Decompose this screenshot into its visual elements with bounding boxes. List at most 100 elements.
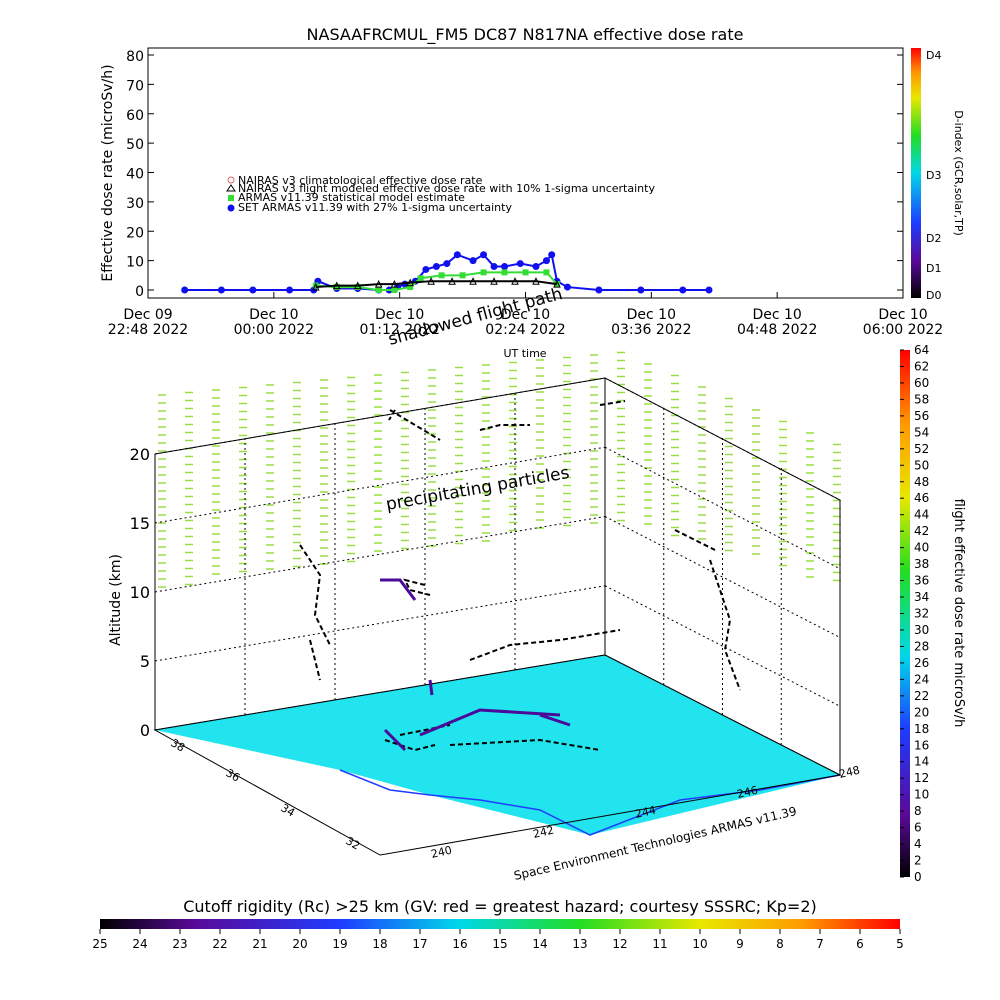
legend-marker-set-armas [227,204,235,212]
x-tick-label: 00:00 2022 [234,322,314,338]
legend-label-nairas-climatological: NAIRAS v3 climatological effective dose … [238,174,483,187]
dose-colorbar-tick-label: 64 [914,343,929,357]
rigidity-tick-label: 19 [332,937,347,951]
set-armas-point [563,283,571,291]
longitude-tick-label: 248 [838,764,861,781]
rigidity-tick-label: 12 [612,937,627,951]
dose-colorbar-ticks: 0246810121416182022242628303234363840424… [900,343,929,884]
x-tick-label: 01:12 2022 [359,322,439,338]
y-tick-label: 40 [126,167,144,183]
x-tick-label: Dec 10 [501,307,550,323]
nairas-flight-point [469,277,477,285]
dose-colorbar-tick-label: 8 [914,804,922,818]
armas-model-point [354,284,361,291]
armas-model-point [333,284,340,291]
dose-colorbar-tick-label: 58 [914,392,929,406]
armas-model-point [438,272,445,279]
x-tick-label: Dec 10 [627,307,676,323]
altitude-tick-label: 0 [140,721,150,740]
dose-series [181,251,713,294]
d-index-tick: D2 [926,232,941,245]
set-armas-point [637,286,645,294]
dose-colorbar-tick-label: 38 [914,557,929,571]
longitude-tick-label: 240 [430,844,453,861]
dose-colorbar-tick-label: 54 [914,425,929,439]
legend-marker-armas-model [228,195,234,201]
x-tick-label: Dec 10 [752,307,801,323]
rigidity-tick-label: 15 [492,937,507,951]
rigidity-tick-label: 25 [92,937,107,951]
nairas-flight-point [406,278,414,287]
rigidity-title: Cutoff rigidity (Rc) >25 km (GV: red = g… [183,897,817,916]
latitude-tick-label: 32 [344,834,363,852]
nairas-flight-point [448,277,456,285]
z-grid-line [154,377,606,455]
rigidity-tick-label: 14 [532,937,547,951]
dose-colorbar-tick-label: 24 [914,672,929,686]
armas-model-point [501,269,508,276]
armas-model-point [391,287,398,293]
3d-box [153,377,842,856]
dose-colorbar-label: flight effective dose rate microSv/h [951,499,966,728]
x-tick-label: 22:48 2022 [108,322,188,338]
set-armas-point [443,260,451,268]
dose-colorbar-tick-label: 14 [914,755,929,769]
precipitating-particle-markers [158,351,841,588]
set-armas-point [469,257,477,265]
dose-plot-frame [147,47,904,299]
nairas-flight-point [511,277,519,285]
set-armas-point [490,263,498,270]
time-x-axis-label: UT time [503,347,546,360]
x-tick-label: Dec 10 [878,307,927,323]
y-tick-label: 30 [126,196,144,212]
armas-model-point [543,269,550,276]
rigidity-tick-label: 16 [452,937,467,951]
dose-colorbar-tick-label: 52 [914,442,929,456]
altitude-tick-label: 20 [130,445,150,464]
rigidity-tick-label: 22 [212,937,227,951]
longitude-tick-label: 246 [736,784,759,801]
set-armas-point [595,286,603,294]
altitude-axis: 0 5 10 15 20 [130,445,150,740]
set-armas-point [181,286,189,294]
set-armas-point [480,251,488,259]
latitude-tick-label: 38 [169,736,188,754]
x-tick-label: 03:36 2022 [611,322,691,338]
dose-colorbar-tick-label: 18 [914,722,929,736]
rigidity-tick-label: 17 [412,937,427,951]
rigidity-tick-label: 10 [692,937,707,951]
rigidity-tick-label: 7 [816,937,824,951]
altitude-axis-label: Altitude (km) [108,554,124,646]
altitude-tick-label: 10 [130,583,150,602]
dose-colorbar-tick-label: 30 [914,623,929,637]
dose-colorbar-tick-label: 16 [914,738,929,752]
d-index-tick: D0 [926,289,941,302]
y-tick-label: 20 [126,225,144,241]
nairas-flight-point [427,277,435,285]
d-index-colorbar-label: D-index (GCR,solar,TP) [952,110,965,236]
nairas-flight-point [390,280,399,288]
longitude-tick-label: 242 [532,824,555,841]
dose-colorbar-tick-label: 10 [914,788,929,802]
legend-label-set-armas: SET ARMAS v11.39 with 27% 1-sigma uncert… [238,201,512,214]
rigidity-ticks: 25 24 23 22 21 20 19 18 17 16 15 14 13 12 11 10 9 8 7 6 5 [92,929,904,951]
set-armas-point [516,260,524,268]
set-armas-point [542,257,550,265]
altitude-tick-label: 15 [130,514,150,533]
dose-y-axis-label: Effective dose rate (microSv/h) [100,64,116,281]
rigidity-tick-label: 6 [856,937,864,951]
d-index-tick: D4 [926,49,941,62]
dose-colorbar-tick-label: 22 [914,689,929,703]
set-armas-point [501,263,509,270]
set-armas-point [705,286,713,294]
nairas-flight-point [332,281,341,290]
dose-colorbar-tick-label: 6 [914,821,922,835]
rigidity-tick-label: 23 [172,937,187,951]
armas-model-point [522,269,529,276]
set-armas-line [184,252,710,291]
rigidity-tick-label: 20 [292,937,307,951]
precipitating-particles-label: precipitating particles [384,463,571,515]
d-index-colorbar [911,48,921,298]
